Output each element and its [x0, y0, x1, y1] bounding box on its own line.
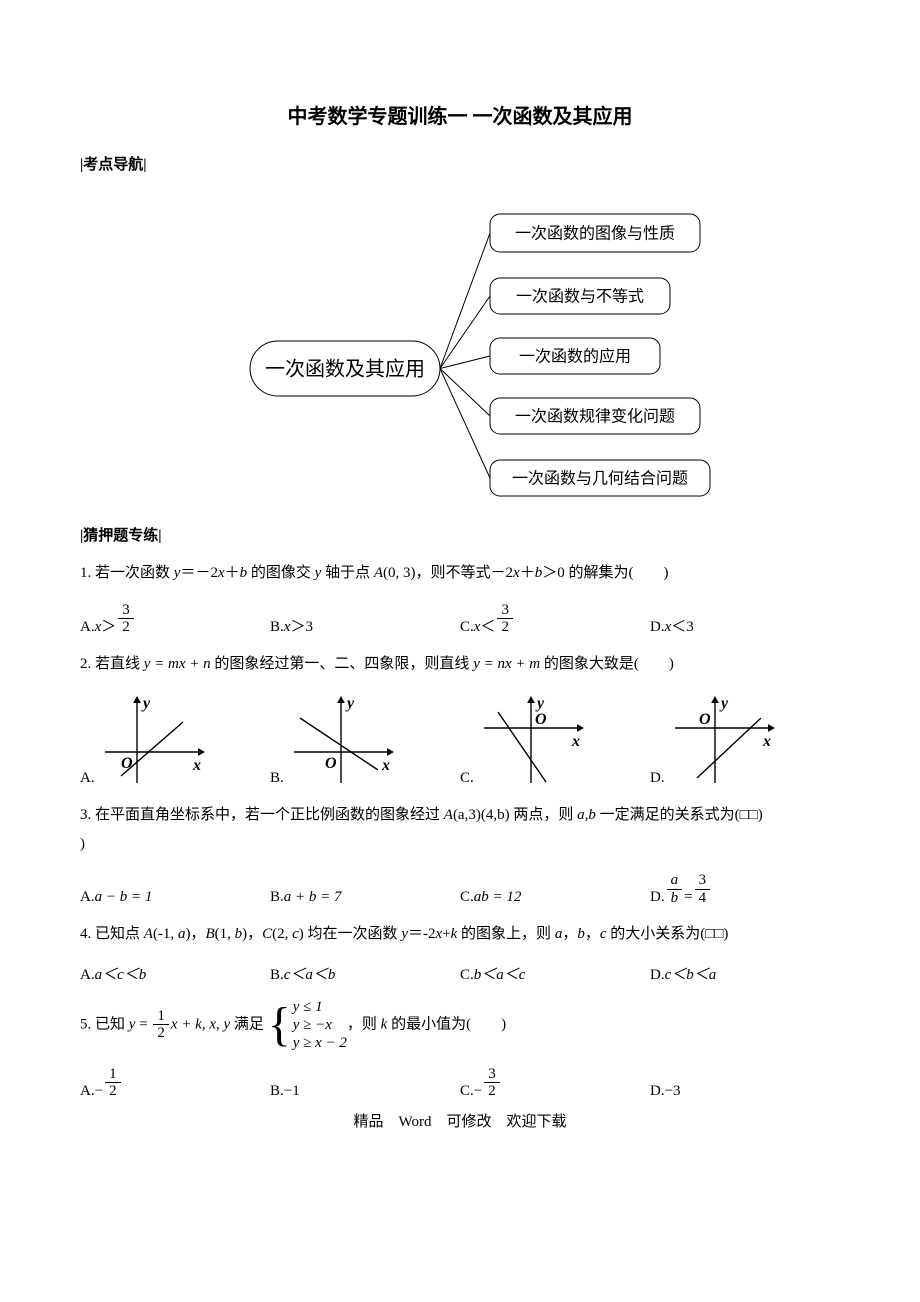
q1-option-a: A. x ＞ 32	[80, 602, 270, 636]
q3-option-d: D. ab = 34	[650, 872, 840, 906]
svg-text:O: O	[535, 711, 547, 728]
q2-option-a: A.yxO	[80, 692, 270, 787]
q2-graph-d: y x O	[667, 692, 777, 787]
q3-option-c: C. ab = 12	[460, 889, 650, 906]
q1-a-frac: 32	[118, 602, 134, 636]
q1-text: 1. 若一次函数 y＝－2x＋b 的图像交 y 轴于点 A(0, 3)，则不等式…	[80, 565, 668, 581]
q4-options: A. a＜c＜b B. c＜a＜b C. b＜a＜c D. c＜b＜a	[80, 963, 840, 984]
question-4: 4. 已知点 A(-1, a)，B(1, b)，C(2, c) 均在一次函数 y…	[80, 920, 840, 949]
q1-c-frac: 32	[497, 602, 513, 636]
svg-text:y: y	[719, 695, 729, 712]
svg-text:一次函数与几何结合问题: 一次函数与几何结合问题	[512, 470, 688, 488]
svg-text:一次函数与不等式: 一次函数与不等式	[516, 288, 644, 306]
q4-option-c: C. b＜a＜c	[460, 963, 650, 984]
q2-graph-row: A.yxO B.yxO C.yxO D.yxO	[80, 692, 840, 787]
q5-system: { y ≤ 1 y ≥ −x y ≥ x − 2	[268, 998, 347, 1052]
concept-tree-diagram: 一次函数及其应用 一次函数的图像与性质一次函数与不等式一次函数的应用一次函数规律变…	[80, 186, 840, 506]
q5-option-a: A. −12	[80, 1066, 270, 1100]
svg-text:y: y	[141, 695, 151, 712]
q3-option-b: B. a + b = 7	[270, 889, 460, 906]
page-title: 中考数学专题训练一 一次函数及其应用	[80, 100, 840, 129]
question-5: 5. 已知 y = 12x + k, x, y 满足 { y ≤ 1 y ≥ −…	[80, 998, 840, 1052]
q4-option-d: D. c＜b＜a	[650, 963, 840, 984]
svg-text:一次函数的应用: 一次函数的应用	[519, 347, 631, 366]
q2-option-b: B.yxO	[270, 692, 460, 787]
q1-option-c: C. x ＜ 32	[460, 602, 650, 636]
question-1: 1. 若一次函数 y＝－2x＋b 的图像交 y 轴于点 A(0, 3)，则不等式…	[80, 559, 840, 588]
q2-option-d: D.yxO	[650, 692, 840, 787]
q5-option-d: D. −3	[650, 1083, 840, 1100]
q5-option-c: C. −32	[460, 1066, 650, 1100]
svg-text:x: x	[192, 757, 201, 774]
section2-heading: |猜押题专练|	[80, 524, 840, 545]
svg-text:y: y	[345, 695, 355, 712]
q5-option-b: B. −1	[270, 1083, 460, 1100]
svg-text:O: O	[121, 755, 133, 772]
svg-text:O: O	[699, 711, 711, 728]
page-footer: 精品 Word 可修改 欢迎下载	[80, 1110, 840, 1131]
question-3: 3. 在平面直角坐标系中，若一个正比例函数的图象经过 A(a,3)(4,b) 两…	[80, 801, 840, 858]
svg-text:x: x	[571, 733, 580, 750]
q3-option-a: A. a − b = 1	[80, 889, 270, 906]
svg-text:O: O	[325, 755, 337, 772]
q1-option-b: B. x ＞3	[270, 615, 460, 636]
svg-text:y: y	[535, 695, 545, 712]
svg-text:一次函数及其应用: 一次函数及其应用	[265, 358, 425, 381]
q2-graph-b: y x O	[286, 692, 396, 787]
q4-option-b: B. c＜a＜b	[270, 963, 460, 984]
section1-heading: |考点导航|	[80, 153, 840, 174]
svg-text:x: x	[762, 733, 771, 750]
question-2: 2. 若直线 y = mx + n 的图象经过第一、二、四象限，则直线 y = …	[80, 650, 840, 679]
q1-option-d: D. x ＜3	[650, 615, 840, 636]
q2-graph-a: y x O	[97, 692, 207, 787]
q4-option-a: A. a＜c＜b	[80, 963, 270, 984]
svg-text:x: x	[381, 757, 390, 774]
q2-graph-c: y x O	[476, 692, 586, 787]
tree-svg: 一次函数及其应用 一次函数的图像与性质一次函数与不等式一次函数的应用一次函数规律变…	[180, 186, 740, 506]
q1-options: A. x ＞ 32 B. x ＞3 C. x ＜ 32 D. x ＜3	[80, 602, 840, 636]
svg-text:一次函数规律变化问题: 一次函数规律变化问题	[515, 408, 675, 426]
q5-options: A. −12 B. −1 C. −32 D. −3	[80, 1066, 840, 1100]
svg-text:一次函数的图像与性质: 一次函数的图像与性质	[515, 225, 675, 243]
q3-options: A. a − b = 1 B. a + b = 7 C. ab = 12 D. …	[80, 872, 840, 906]
q2-option-c: C.yxO	[460, 692, 650, 787]
